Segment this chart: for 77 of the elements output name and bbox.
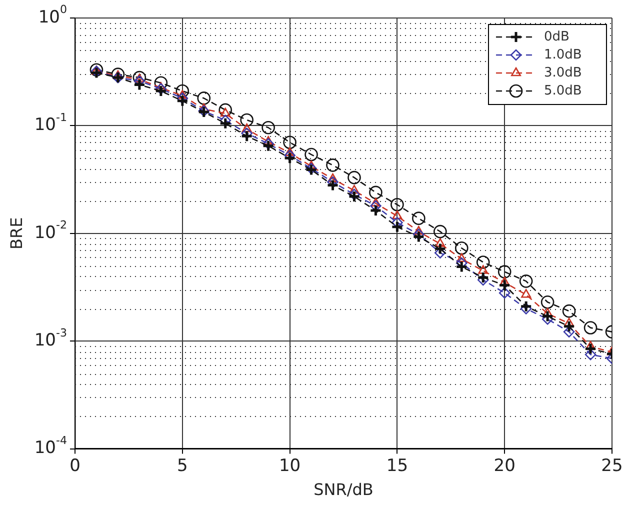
point	[476, 271, 490, 284]
point	[242, 123, 252, 132]
x-axis-title: SNR/dB	[314, 480, 374, 499]
x-tick-label: 0	[70, 456, 80, 476]
legend-label: 3.0dB	[544, 65, 582, 80]
point	[284, 147, 295, 156]
point	[176, 84, 190, 98]
point	[349, 184, 360, 194]
point	[155, 83, 167, 94]
point	[498, 265, 512, 278]
point	[476, 256, 490, 269]
point	[412, 230, 425, 244]
point	[348, 190, 360, 203]
point	[241, 128, 252, 139]
legend-label: 1.0dB	[544, 47, 582, 62]
y-axis-title: BRE	[7, 217, 26, 250]
point	[456, 253, 467, 262]
point	[412, 212, 426, 225]
point	[369, 204, 382, 217]
x-tick-label: 20	[494, 456, 516, 476]
point	[240, 130, 254, 142]
point	[390, 220, 404, 234]
point	[519, 274, 533, 288]
point	[283, 136, 296, 150]
point	[240, 113, 254, 127]
point	[262, 138, 274, 150]
point	[90, 66, 102, 77]
point	[498, 287, 510, 299]
point	[348, 188, 360, 200]
point	[326, 158, 340, 172]
point	[176, 94, 189, 108]
point	[562, 320, 576, 333]
point	[435, 238, 446, 247]
point	[219, 117, 232, 130]
point	[564, 318, 574, 327]
x-tick-label: 5	[176, 456, 188, 476]
legend-label: 5.0dB	[544, 83, 582, 98]
point	[584, 348, 596, 360]
point	[498, 279, 511, 292]
point	[328, 173, 338, 182]
point	[326, 178, 340, 192]
point	[584, 321, 598, 334]
x-tick-label: 15	[386, 456, 408, 476]
point	[262, 140, 275, 152]
point	[154, 76, 168, 90]
point	[520, 300, 532, 313]
point	[304, 148, 318, 162]
point	[414, 226, 424, 235]
point	[478, 265, 488, 274]
point	[413, 228, 424, 240]
point	[218, 103, 232, 117]
legend-label: 0dB	[544, 29, 570, 44]
point	[133, 78, 146, 91]
point	[434, 224, 447, 238]
point	[284, 152, 296, 164]
point	[370, 198, 381, 207]
point	[348, 170, 361, 184]
point	[584, 342, 597, 355]
point	[154, 84, 168, 98]
point	[176, 92, 188, 104]
point	[434, 242, 446, 256]
point	[477, 274, 489, 286]
x-tick-label: 25	[601, 456, 623, 476]
point	[369, 186, 382, 200]
point	[455, 260, 468, 274]
point	[197, 92, 211, 105]
point	[562, 304, 576, 318]
point	[541, 310, 554, 323]
point	[390, 198, 404, 212]
point	[262, 120, 275, 134]
point	[284, 150, 296, 162]
point	[454, 241, 468, 255]
point	[563, 326, 575, 338]
point	[392, 210, 402, 220]
point	[521, 288, 532, 298]
point	[540, 295, 554, 309]
x-tick-label: 10	[278, 456, 301, 476]
